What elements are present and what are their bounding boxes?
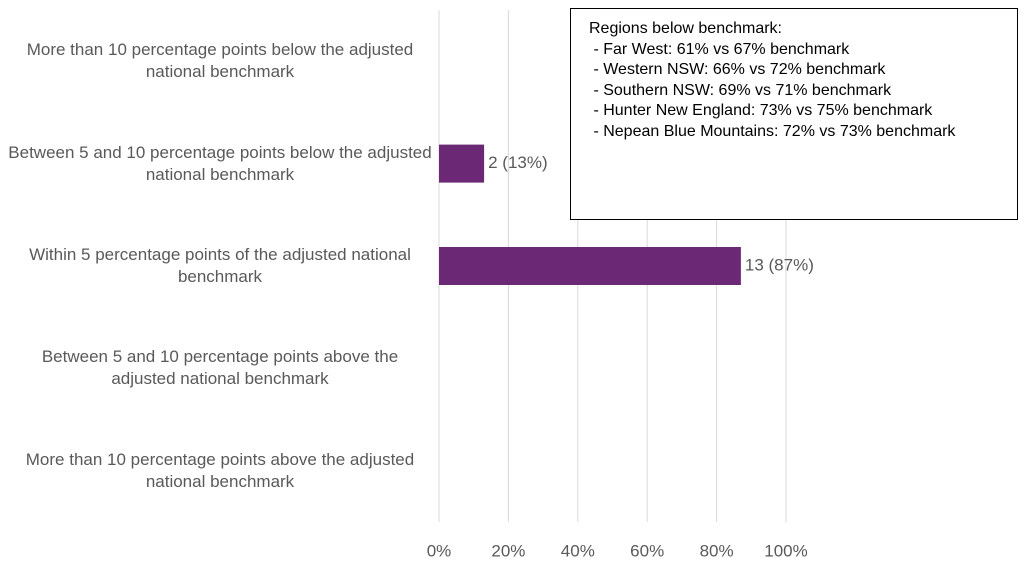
x-tick-label: 100%: [764, 541, 807, 560]
x-tick-label: 0%: [427, 541, 452, 560]
x-tick-label: 20%: [491, 541, 525, 560]
annotation-line: - Hunter New England: 73% vs 75% benchma…: [589, 102, 933, 119]
category-label: Between 5 and 10 percentage points above…: [41, 347, 399, 389]
annotation-box: Regions below benchmark: - Far West: 61%…: [570, 8, 1018, 220]
x-tick-label: 80%: [700, 541, 734, 560]
category-label: More than 10 percentage points below the…: [26, 40, 414, 82]
annotation-line: - Far West: 61% vs 67% benchmark: [589, 40, 850, 58]
x-tick-label: 60%: [630, 541, 664, 560]
category-label: Between 5 and 10 percentage points below…: [8, 142, 432, 184]
annotation-line: - Southern NSW: 69% vs 71% benchmark: [589, 81, 892, 99]
value-label: 2 (13%): [488, 153, 548, 172]
category-label: Within 5 percentage points of the adjust…: [29, 245, 411, 286]
annotation-line: - Nepean Blue Mountains: 72% vs 73% benc…: [589, 122, 956, 140]
category-label: More than 10 percentage points above the…: [25, 449, 415, 491]
value-label: 13 (87%): [745, 255, 814, 274]
annotation-line: - Western NSW: 66% vs 72% benchmark: [589, 61, 886, 78]
annotation-line: Regions below benchmark:: [589, 20, 782, 37]
bar: [439, 144, 485, 183]
bar: [439, 247, 741, 285]
x-tick-label: 40%: [561, 541, 595, 560]
